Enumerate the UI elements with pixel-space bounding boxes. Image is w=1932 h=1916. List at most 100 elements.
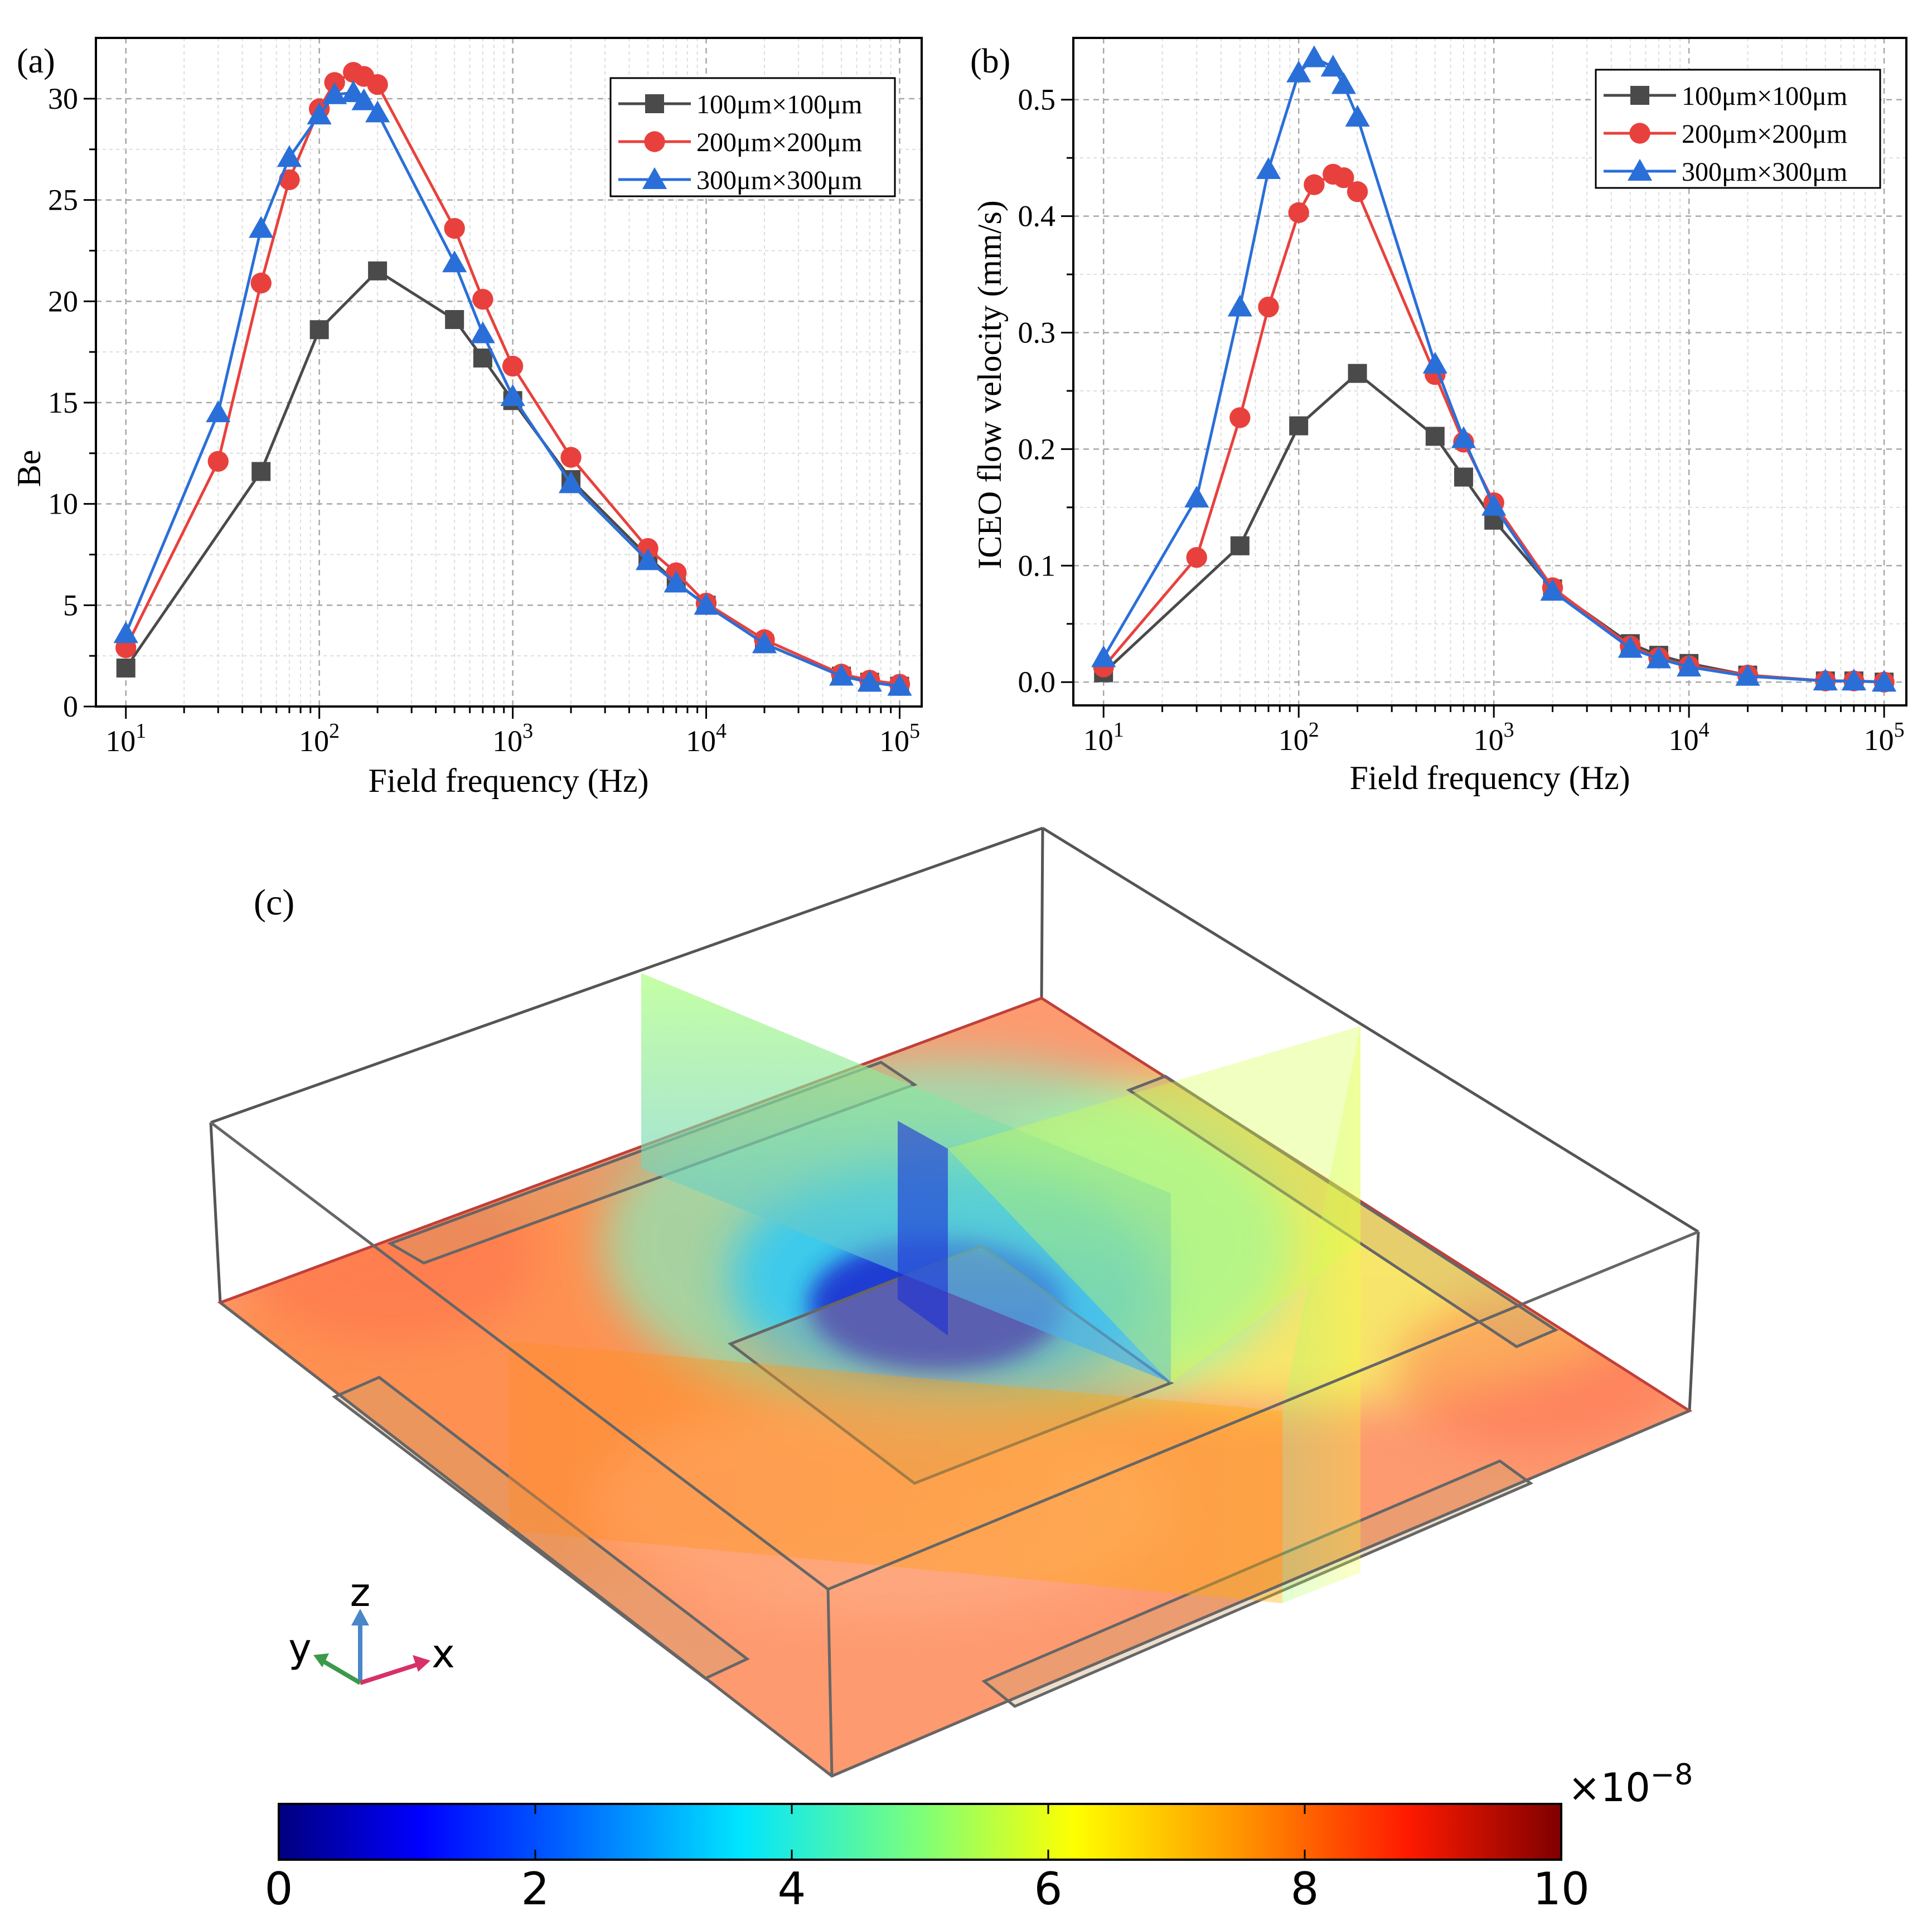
panel-b-frame bbox=[1072, 37, 1907, 707]
data-point bbox=[1184, 486, 1209, 508]
colorbar-tick-label: 10 bbox=[1533, 1863, 1590, 1915]
panel-b-label: (b) bbox=[970, 42, 1010, 80]
data-point bbox=[694, 593, 719, 615]
colorbar-tick-label: 0 bbox=[265, 1863, 293, 1915]
panel-a-label: (a) bbox=[17, 42, 55, 80]
legend-label: 100μm×100μm bbox=[696, 90, 862, 119]
data-point bbox=[1540, 579, 1565, 601]
data-point bbox=[642, 167, 667, 189]
data-point bbox=[1872, 670, 1897, 692]
data-point bbox=[206, 400, 231, 423]
data-point bbox=[207, 451, 229, 472]
panel-b-series bbox=[1091, 45, 1897, 693]
data-point bbox=[470, 321, 495, 343]
legend-label: 200μm×200μm bbox=[1682, 119, 1847, 149]
y-tick-label: 25 bbox=[48, 183, 78, 217]
data-point bbox=[560, 447, 582, 468]
data-point bbox=[644, 131, 665, 152]
data-point bbox=[1627, 158, 1653, 181]
y-tick-label: 15 bbox=[48, 386, 78, 419]
y-tick-label: 0.1 bbox=[1018, 549, 1056, 582]
data-point bbox=[1481, 493, 1507, 516]
y-tick-label: 0.3 bbox=[1018, 316, 1056, 350]
data-point bbox=[1813, 669, 1838, 691]
panel-b: (b) 0.0 0.1 0.2 0.3 0.4 0.5 101 102 103 104 105 Fi… bbox=[970, 37, 1907, 796]
data-point bbox=[365, 100, 390, 123]
data-point bbox=[1735, 664, 1760, 686]
panel-a-ticks: 0 5 10 15 20 25 30 101 102 103 104 105 bbox=[48, 82, 920, 758]
data-point bbox=[645, 94, 664, 113]
x-tick-label: 105 bbox=[1864, 718, 1905, 757]
data-point bbox=[1841, 669, 1867, 691]
panel-a-series bbox=[113, 62, 912, 696]
series-line bbox=[124, 91, 900, 688]
data-point bbox=[829, 664, 854, 686]
series-line bbox=[1102, 56, 1885, 684]
colorbar-tick-label: 6 bbox=[1034, 1863, 1063, 1915]
colorbar-gradient bbox=[278, 1803, 1562, 1861]
y-tick-label: 0.5 bbox=[1018, 83, 1056, 117]
x-tick-label: 102 bbox=[1279, 718, 1319, 757]
colorbar-tick-label: 4 bbox=[778, 1863, 806, 1915]
data-point bbox=[1345, 104, 1370, 127]
series-triangle bbox=[113, 80, 912, 696]
data-point bbox=[1186, 546, 1207, 568]
data-point bbox=[857, 670, 882, 692]
legend-label: 200μm×200μm bbox=[696, 128, 862, 157]
data-point bbox=[445, 310, 464, 330]
colorbar-tick-label: 8 bbox=[1291, 1863, 1319, 1915]
data-point bbox=[1347, 181, 1368, 202]
data-point bbox=[1286, 60, 1311, 83]
y-axis-label: y bbox=[288, 1625, 311, 1671]
panel-a-ylabel: Be bbox=[11, 450, 47, 487]
panel-a-xlabel: Field frequency (Hz) bbox=[368, 762, 648, 799]
y-tick-label: 20 bbox=[48, 284, 78, 318]
data-point bbox=[1258, 296, 1279, 318]
panel-a-legend: 100μm×100μm 200μm×200μm 300μm×300μm bbox=[609, 77, 896, 197]
x-tick-label: 102 bbox=[299, 719, 340, 758]
z-axis-label: z bbox=[350, 1570, 371, 1615]
x-tick-label: 104 bbox=[1669, 718, 1710, 757]
data-point bbox=[113, 621, 138, 643]
y-tick-label: 30 bbox=[48, 82, 78, 115]
panel-b-legend: 100μm×100μm 200μm×200μm 300μm×300μm bbox=[1595, 69, 1881, 189]
data-point bbox=[1451, 426, 1476, 448]
data-point bbox=[887, 674, 912, 696]
data-point bbox=[1256, 157, 1281, 180]
data-point bbox=[1618, 636, 1643, 658]
y-tick-label: 0 bbox=[63, 690, 78, 723]
data-point bbox=[277, 145, 302, 167]
series-line bbox=[124, 71, 900, 686]
x-axis-arrow bbox=[359, 1661, 422, 1685]
data-point bbox=[472, 289, 493, 310]
y-tick-label: 10 bbox=[48, 487, 78, 521]
data-point bbox=[1289, 416, 1309, 436]
box-wireframe-back bbox=[209, 826, 1700, 1411]
colorbar-multiplier: ×10−8 bbox=[1568, 1758, 1693, 1811]
data-point bbox=[636, 548, 661, 570]
data-point bbox=[1348, 364, 1367, 383]
x-tick-label: 105 bbox=[879, 719, 920, 758]
y-tick-label: 5 bbox=[63, 588, 78, 622]
y-tick-label: 0.0 bbox=[1018, 665, 1056, 699]
data-point bbox=[1301, 45, 1327, 67]
data-point bbox=[1425, 427, 1445, 446]
data-point bbox=[1646, 646, 1672, 669]
y-axis-arrow bbox=[321, 1658, 362, 1685]
data-point bbox=[309, 320, 329, 340]
series-triangle bbox=[1091, 45, 1897, 692]
x-axis-label: x bbox=[432, 1631, 454, 1677]
x-tick-label: 103 bbox=[1474, 718, 1514, 757]
data-point bbox=[1288, 202, 1309, 224]
data-point bbox=[351, 88, 376, 110]
legend-label: 100μm×100μm bbox=[1682, 81, 1847, 111]
data-point bbox=[368, 261, 388, 280]
data-point bbox=[367, 74, 388, 95]
x-tick-label: 103 bbox=[492, 719, 533, 758]
x-tick-label: 104 bbox=[686, 719, 727, 758]
data-point bbox=[500, 384, 525, 407]
cut-planes bbox=[509, 973, 1360, 1603]
data-point bbox=[1422, 351, 1447, 374]
data-point bbox=[442, 250, 467, 273]
data-point bbox=[307, 102, 332, 125]
